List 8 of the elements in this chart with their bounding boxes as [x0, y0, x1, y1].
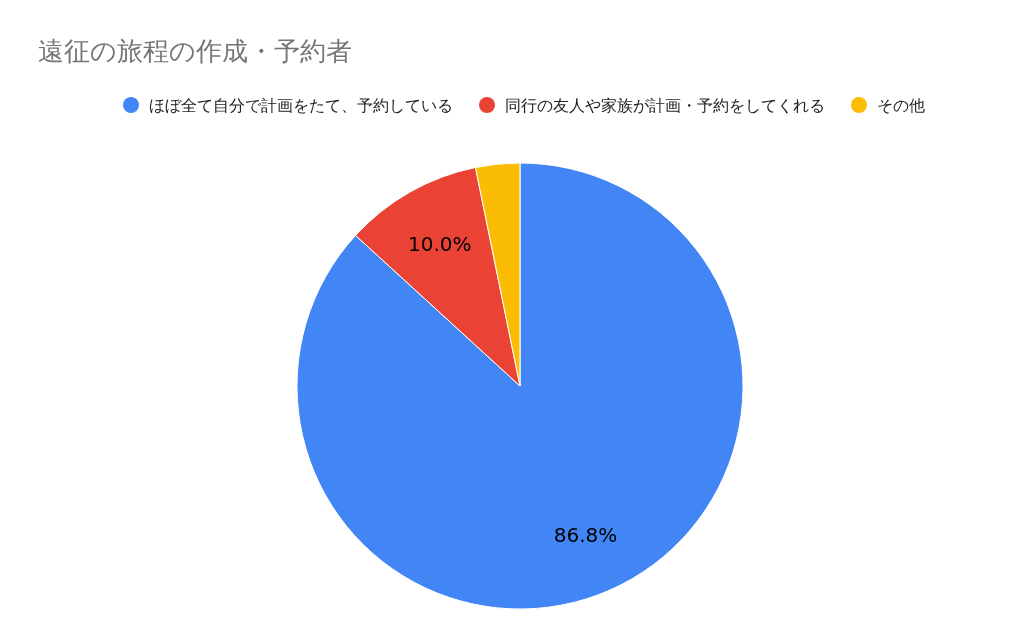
pie-slice — [355, 166, 521, 387]
legend-label: その他 — [877, 95, 925, 115]
data-label: 86.8% — [553, 522, 618, 547]
data-label: 10.0% — [408, 232, 472, 257]
legend-label: ほぼ全て自分で計画をたて、予約している — [149, 95, 453, 115]
chart-title: 遠征の旅程の作成・予約者 — [38, 36, 352, 66]
legend-label: 同行の友人や家族が計画・予約をしてくれる — [505, 95, 825, 115]
pie-slice — [296, 162, 744, 610]
